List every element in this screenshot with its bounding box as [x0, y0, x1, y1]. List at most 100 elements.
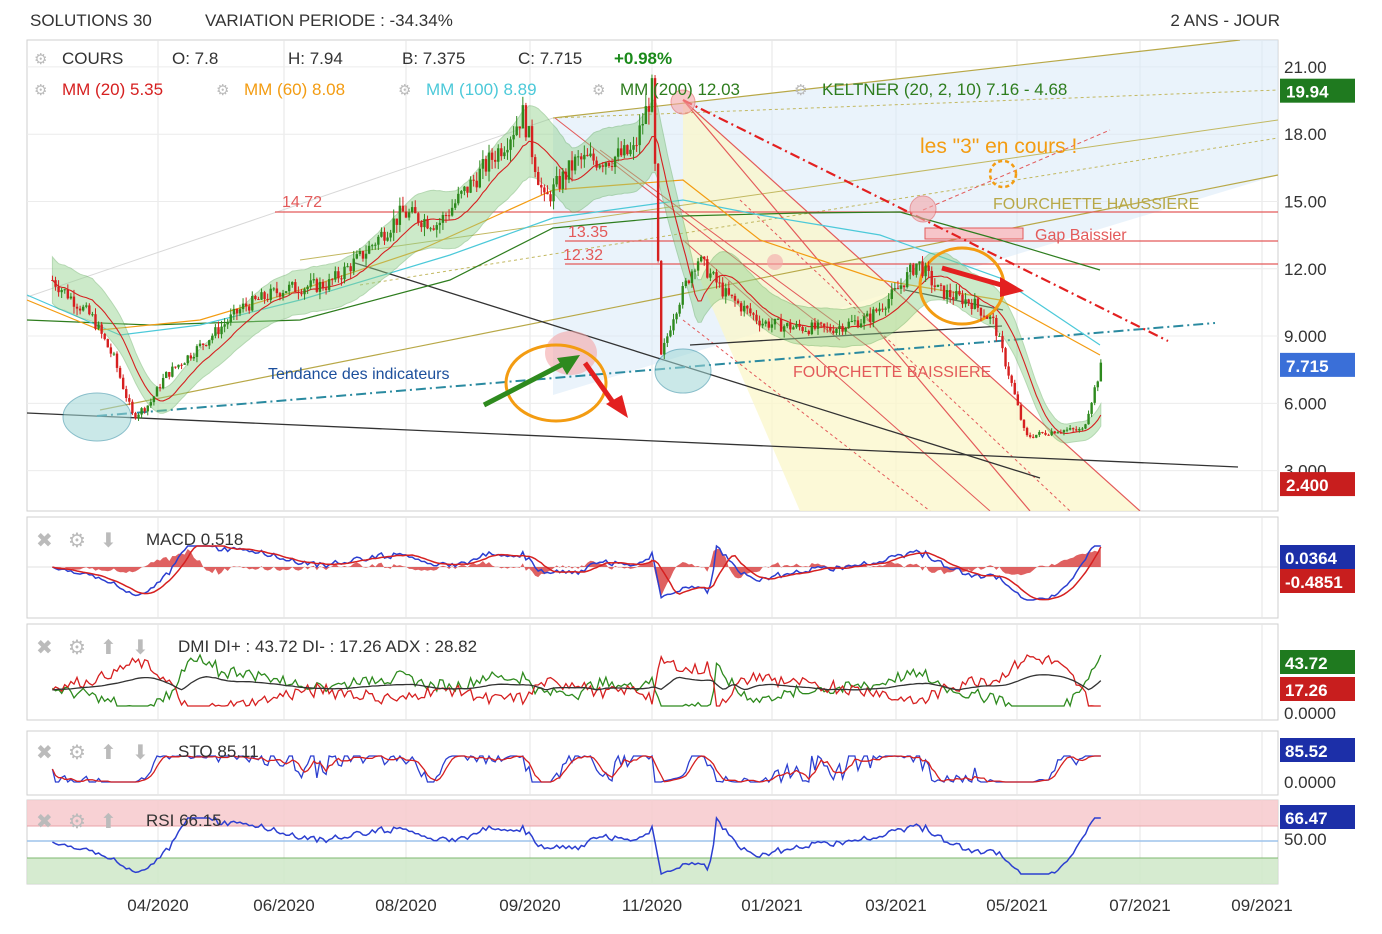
candle-body — [580, 156, 583, 160]
candle-body — [537, 171, 540, 185]
arrow-up-icon[interactable]: ⬆ — [100, 811, 117, 833]
y-tick-label: 21.00 — [1284, 58, 1327, 77]
candle-body — [192, 356, 196, 359]
price-badge-text: 19.94 — [1286, 83, 1329, 102]
candle-body — [232, 308, 236, 315]
gear-icon[interactable]: ⚙ — [34, 82, 47, 99]
candle-body — [973, 298, 976, 310]
candle-body — [798, 323, 801, 327]
arrow-up-icon[interactable]: ⬆ — [100, 637, 117, 659]
close-icon[interactable]: ✖ — [36, 530, 53, 552]
period-selector[interactable]: 2 ANS - JOUR — [1170, 11, 1280, 30]
candle-body — [238, 309, 242, 314]
legend-indicator: MM (20) 5.35 — [62, 80, 163, 99]
panel-title: MACD 0.518 — [146, 530, 243, 549]
candle-body — [260, 292, 263, 300]
candle-body — [982, 315, 986, 317]
close-icon[interactable]: ✖ — [36, 742, 53, 764]
candle-body — [291, 282, 294, 285]
candle-body — [552, 184, 555, 202]
gear-icon[interactable]: ⚙ — [592, 82, 605, 99]
candle-body — [613, 156, 617, 168]
candle-body — [438, 222, 442, 226]
candle-body — [663, 342, 666, 355]
candle-body — [712, 272, 715, 274]
candle-body — [100, 324, 103, 334]
candle-body — [220, 326, 223, 335]
candle-body — [669, 330, 672, 337]
indicator-badge-text: 43.72 — [1285, 654, 1328, 673]
candle-body — [503, 152, 506, 157]
legend-row-1: ⚙ COURS O: 7.8 H: 7.94 B: 7.375 C: 7.715 +0.9… — [34, 49, 672, 68]
candle-body — [1044, 432, 1047, 435]
close-icon[interactable]: ✖ — [36, 637, 53, 659]
candle-body — [939, 284, 943, 286]
candle-body — [786, 323, 789, 327]
gear-icon[interactable]: ⚙ — [794, 82, 807, 99]
candle-body — [604, 162, 608, 167]
x-tick-label: 03/2021 — [865, 896, 926, 915]
y-tick-label: 15.00 — [1284, 192, 1327, 211]
candle-body — [1059, 432, 1063, 434]
candle-body — [367, 245, 371, 254]
candle-body — [1087, 413, 1090, 425]
candle-body — [241, 303, 245, 310]
arrow-down-icon[interactable]: ⬇ — [132, 637, 149, 659]
indicator-badge-text: 0.0364 — [1285, 549, 1338, 568]
candle-body — [724, 288, 727, 297]
candle-body — [967, 299, 970, 304]
candle-body — [275, 288, 279, 294]
candle-body — [945, 290, 949, 299]
candle-body — [244, 303, 248, 307]
candle-body — [589, 153, 592, 157]
candle-body — [361, 251, 365, 259]
candle-body — [623, 145, 626, 156]
candle-body — [401, 205, 405, 212]
candle-body — [94, 314, 97, 329]
candle-body — [899, 285, 903, 289]
candle-body — [896, 288, 900, 290]
candle-body — [616, 148, 620, 157]
candle-body — [214, 327, 217, 336]
gear-icon[interactable]: ⚙ — [68, 530, 86, 552]
candle-body — [146, 405, 149, 412]
candle-body — [429, 228, 432, 230]
gear-icon[interactable]: ⚙ — [34, 51, 47, 68]
gear-icon[interactable]: ⚙ — [68, 811, 86, 833]
candle-body — [131, 401, 134, 414]
candle-body — [927, 265, 930, 271]
gear-icon[interactable]: ⚙ — [68, 742, 86, 764]
gear-icon[interactable]: ⚙ — [398, 82, 411, 99]
candle-body — [223, 324, 226, 327]
candle-body — [746, 305, 749, 309]
gear-icon[interactable]: ⚙ — [216, 82, 229, 99]
candle-body — [91, 314, 94, 316]
arrow-down-icon[interactable]: ⬇ — [100, 530, 117, 552]
gear-icon[interactable]: ⚙ — [68, 637, 86, 659]
candle-body — [460, 191, 463, 194]
close-icon[interactable]: ✖ — [36, 811, 53, 833]
candle-body — [743, 305, 746, 312]
arrow-down-icon[interactable]: ⬇ — [132, 742, 149, 764]
candle-body — [681, 286, 684, 305]
candle-body — [297, 291, 300, 294]
candle-body — [592, 153, 595, 161]
candle-body — [893, 288, 897, 290]
candle-body — [1041, 432, 1044, 434]
candle-body — [125, 389, 128, 399]
candle-body — [641, 124, 644, 126]
candle-body — [739, 303, 743, 312]
candle-body — [844, 327, 847, 332]
candle-body — [168, 372, 171, 377]
candle-body — [358, 251, 362, 255]
candle-body — [687, 280, 691, 284]
arrow-up-icon[interactable]: ⬆ — [100, 742, 117, 764]
candle-body — [481, 159, 485, 169]
candle-body — [229, 314, 232, 323]
candle-body — [865, 313, 869, 317]
candle-body — [905, 272, 909, 288]
candle-body — [254, 295, 257, 300]
candle-body — [792, 327, 795, 330]
candle-body — [1001, 335, 1004, 349]
